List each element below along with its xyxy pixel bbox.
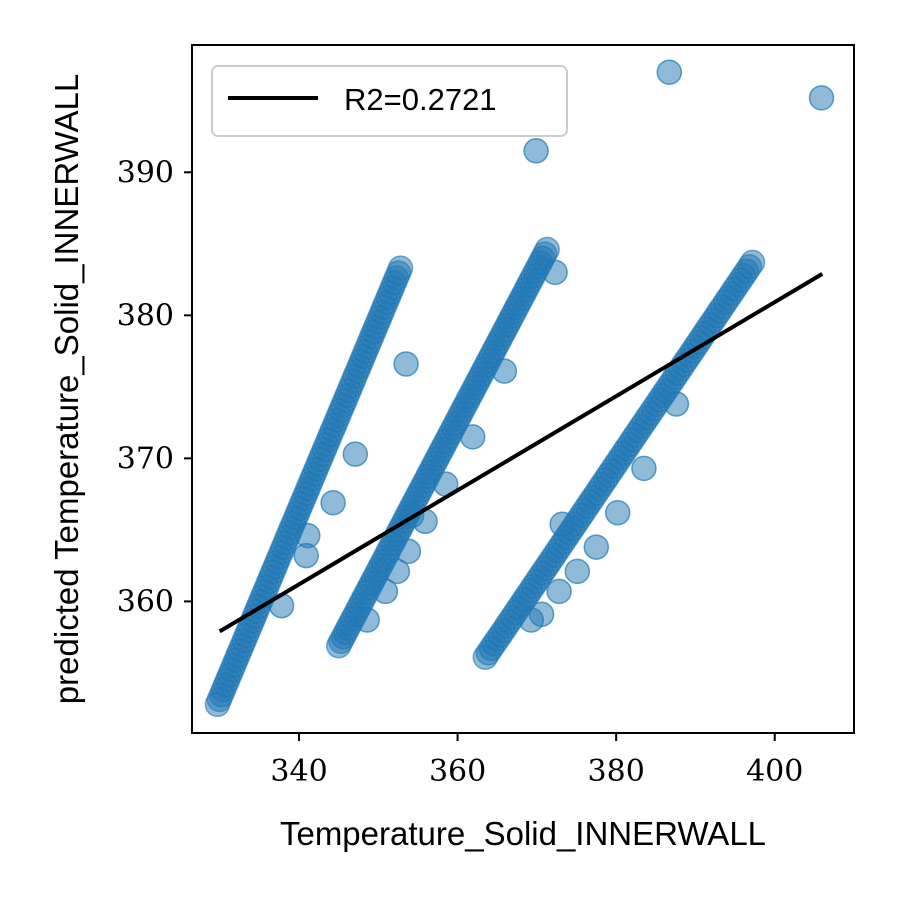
- scatter-point: [534, 236, 560, 263]
- scatter-point: [491, 358, 518, 384]
- scatter-point: [268, 592, 295, 619]
- scatter-point: [459, 424, 486, 450]
- scatter-points: [204, 59, 835, 718]
- legend-label: R2=0.2721: [344, 82, 497, 117]
- legend-box: [211, 65, 568, 137]
- x-tick-label: 400: [746, 754, 803, 789]
- x-tick-label: 360: [429, 754, 486, 789]
- y-axis-label: predicted Temperature_Solid_INNERWALL: [48, 74, 85, 704]
- scatter-point: [523, 138, 549, 164]
- scatter-point: [549, 511, 575, 537]
- fit-line-layer: [218, 272, 824, 634]
- scatter-point: [546, 578, 572, 605]
- scatter-point: [663, 391, 690, 417]
- x-axis-label: Temperature_Solid_INNERWALL: [280, 815, 766, 852]
- scatter-point: [393, 351, 419, 377]
- legend: R2=0.2721: [211, 65, 568, 137]
- axis-ticks: 340 360 380 400 360 370 380 390: [117, 155, 804, 789]
- scatter-point: [372, 578, 399, 605]
- y-tick-label: 390: [117, 155, 174, 190]
- scatter-point: [293, 542, 319, 569]
- scatter-point: [656, 59, 683, 85]
- y-tick-label: 360: [117, 584, 174, 619]
- scatter-point: [518, 607, 545, 633]
- scatter-point: [631, 455, 657, 482]
- scatter-point: [564, 558, 591, 585]
- scatter-point: [384, 558, 411, 585]
- plot-frame: [191, 44, 855, 734]
- scatter-point: [739, 249, 766, 276]
- scatter-point: [342, 441, 369, 467]
- scatter-point: [808, 85, 835, 111]
- fit-line: [218, 272, 824, 634]
- y-tick-label: 370: [117, 441, 174, 476]
- y-tick-label: 380: [117, 298, 174, 333]
- scatter-point: [395, 538, 422, 565]
- scatter-point: [604, 499, 631, 526]
- x-tick-label: 380: [588, 754, 645, 789]
- scatter-point: [583, 534, 610, 560]
- scatter-point: [542, 259, 568, 286]
- x-tick-label: 340: [270, 754, 327, 789]
- scatter-point: [387, 255, 414, 281]
- scatter-point: [354, 607, 380, 633]
- scatter-point: [320, 489, 346, 516]
